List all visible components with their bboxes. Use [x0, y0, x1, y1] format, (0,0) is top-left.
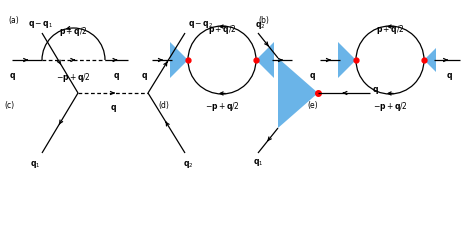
- Text: (d): (d): [158, 101, 169, 110]
- Text: $\mathbf{q}_1$: $\mathbf{q}_1$: [253, 157, 264, 168]
- Text: $\mathbf{q}$: $\mathbf{q}$: [141, 71, 148, 82]
- Polygon shape: [338, 42, 356, 78]
- Text: $\mathbf{q}-\mathbf{q}_2$: $\mathbf{q}-\mathbf{q}_2$: [188, 19, 213, 30]
- Text: $\mathbf{q}$: $\mathbf{q}$: [446, 71, 453, 82]
- Text: (a): (a): [8, 16, 19, 25]
- Text: $\mathbf{p}+\mathbf{q}/2$: $\mathbf{p}+\mathbf{q}/2$: [376, 23, 404, 36]
- Text: $\mathbf{q}$: $\mathbf{q}$: [278, 71, 285, 82]
- Text: $\mathbf{q}_2$: $\mathbf{q}_2$: [183, 159, 193, 170]
- Polygon shape: [278, 58, 318, 128]
- Text: (c): (c): [4, 101, 14, 110]
- Text: $\mathbf{q}$: $\mathbf{q}$: [112, 71, 119, 82]
- Text: $\mathbf{p}+\mathbf{q}/2$: $\mathbf{p}+\mathbf{q}/2$: [59, 25, 87, 38]
- Text: $\mathbf{q}-\mathbf{q}_1$: $\mathbf{q}-\mathbf{q}_1$: [28, 19, 53, 30]
- Polygon shape: [256, 42, 274, 78]
- Text: (b): (b): [258, 16, 269, 25]
- Text: (e): (e): [307, 101, 318, 110]
- Text: $\mathbf{q}_2$: $\mathbf{q}_2$: [255, 20, 265, 31]
- Text: $\mathbf{q}$: $\mathbf{q}$: [9, 71, 16, 82]
- Text: $\mathbf{q}$: $\mathbf{q}$: [109, 103, 117, 114]
- Text: $-\mathbf{p}+\mathbf{q}/2$: $-\mathbf{p}+\mathbf{q}/2$: [373, 100, 408, 113]
- Text: $-\mathbf{p}+\mathbf{q}/2$: $-\mathbf{p}+\mathbf{q}/2$: [55, 71, 91, 84]
- Text: $\mathbf{q}$: $\mathbf{q}$: [309, 71, 316, 82]
- Polygon shape: [424, 48, 436, 72]
- Polygon shape: [170, 42, 188, 78]
- Text: $-\mathbf{p}+\mathbf{q}/2$: $-\mathbf{p}+\mathbf{q}/2$: [204, 100, 239, 113]
- Text: $\mathbf{q}_1$: $\mathbf{q}_1$: [30, 159, 40, 170]
- Text: $\mathbf{p}+\mathbf{q}/2$: $\mathbf{p}+\mathbf{q}/2$: [208, 23, 237, 36]
- Text: $\mathbf{q}$: $\mathbf{q}$: [372, 86, 379, 96]
